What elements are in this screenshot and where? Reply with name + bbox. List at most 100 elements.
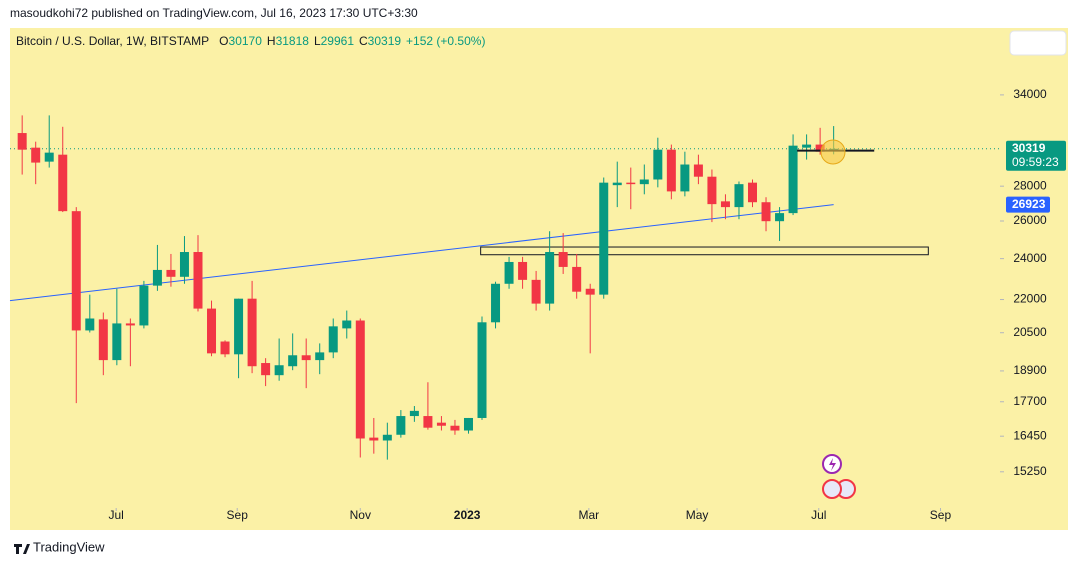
candle-body <box>31 147 41 163</box>
candle-body <box>328 326 338 353</box>
candle-body <box>545 252 555 304</box>
toolbar-button[interactable] <box>1009 30 1067 56</box>
candle-body <box>788 145 798 214</box>
candle-body <box>518 261 528 280</box>
ohlc-value: 30170 <box>229 34 263 48</box>
candle-body <box>558 252 568 267</box>
candle-body <box>585 288 595 295</box>
ohlc-label: L <box>314 34 321 48</box>
x-tick-label: May <box>686 508 709 522</box>
candle-body <box>315 352 325 361</box>
x-tick-label: 2023 <box>454 508 481 522</box>
y-tick-label: 24000 <box>1013 251 1047 265</box>
candle-body <box>71 211 81 331</box>
y-tick-label: 26000 <box>1013 213 1047 227</box>
x-tick-label: Jul <box>811 508 826 522</box>
candle-body <box>274 365 284 376</box>
y-tick-label: 20500 <box>1013 325 1047 339</box>
y-tick-label: 28000 <box>1013 178 1047 192</box>
y-tick-label: 34000 <box>1013 87 1047 101</box>
x-tick-label: Jul <box>108 508 123 522</box>
ohlc-value: 29961 <box>321 34 355 48</box>
y-tick-label: 18900 <box>1013 363 1047 377</box>
y-tick-label: 17700 <box>1013 394 1047 408</box>
change-label: +152 (+0.50%) <box>406 34 485 48</box>
ohlc-label: C <box>359 34 368 48</box>
price-label-box <box>1006 140 1066 171</box>
candle-body <box>572 266 582 292</box>
candle-body <box>477 322 487 418</box>
trend-line <box>9 204 834 302</box>
candle-body <box>748 182 757 203</box>
legend: Bitcoin / U.S. Dollar, 1W, BITSTAMP O3017… <box>16 34 485 48</box>
candle-body <box>396 416 406 435</box>
candle-body <box>707 176 717 205</box>
candle-body <box>179 252 189 277</box>
candle-body <box>261 363 271 376</box>
legend-line: Bitcoin / U.S. Dollar, 1W, BITSTAMP O3017… <box>16 34 485 48</box>
candle-body <box>775 213 785 222</box>
x-tick-label: Sep <box>227 508 249 522</box>
candle-body <box>166 269 176 277</box>
event-icon-bolt <box>829 458 836 471</box>
candle-body <box>761 202 771 222</box>
candle-body <box>680 164 690 192</box>
candle-body <box>98 319 108 361</box>
candle-body <box>220 341 230 355</box>
candle-body <box>342 320 352 329</box>
plot-area: 15250 16450 17700 18900 20500 22000 24000 26000… <box>9 87 1066 522</box>
publisher-note: masoudkohi72 published on TradingView.co… <box>10 6 418 20</box>
candle-body <box>436 422 446 426</box>
candle-body <box>653 149 663 180</box>
ohlc-value: 31818 <box>276 34 310 48</box>
y-tick-label: 15250 <box>1013 464 1047 478</box>
chart-background <box>10 28 1068 530</box>
countdown-label: 09:59:23 <box>1012 155 1059 169</box>
candle-body <box>58 154 68 212</box>
candle-body <box>612 182 622 186</box>
candle-body <box>720 201 730 208</box>
price-zone <box>480 246 929 256</box>
candle-body <box>693 164 703 177</box>
x-tick-label: Sep <box>930 508 952 522</box>
brand-name: TradingView <box>33 539 105 554</box>
candle-body <box>802 144 812 148</box>
candle-body <box>288 355 298 367</box>
candle-body <box>301 355 311 361</box>
candle-body <box>112 323 122 361</box>
candle-body <box>207 308 217 354</box>
candle-body <box>247 298 257 367</box>
event-icon[interactable] <box>822 479 842 499</box>
candle-body <box>423 416 433 428</box>
highlight-circle <box>820 139 846 165</box>
candle-body <box>531 279 541 304</box>
x-tick-label: Nov <box>350 508 371 522</box>
candle-body <box>17 133 27 150</box>
price-label: 30319 <box>1012 141 1046 155</box>
candle-body <box>139 285 149 326</box>
candle-body <box>234 298 244 355</box>
ohlc-value: 30319 <box>368 34 402 48</box>
candle-body <box>85 318 95 331</box>
candle-body <box>193 252 203 309</box>
ohlc-label: H <box>267 34 276 48</box>
candle-body <box>815 144 825 152</box>
candle-body <box>626 182 636 185</box>
candle-body <box>382 434 392 441</box>
candle-body <box>450 425 460 431</box>
trend-label: 26923 <box>1012 197 1046 211</box>
symbol: Bitcoin / U.S. Dollar, 1W, BITSTAMP <box>16 34 209 48</box>
candle-body <box>734 184 744 208</box>
y-tick-label: 16450 <box>1013 428 1047 442</box>
candle-body <box>409 410 419 417</box>
x-tick-label: Mar <box>579 508 600 522</box>
y-tick-label: 22000 <box>1013 292 1047 306</box>
candle-body <box>44 152 54 162</box>
candle-body <box>599 182 609 295</box>
candle-body <box>666 149 676 192</box>
candle-body <box>369 437 379 441</box>
candle-body <box>639 179 649 185</box>
candle-body <box>504 261 514 284</box>
